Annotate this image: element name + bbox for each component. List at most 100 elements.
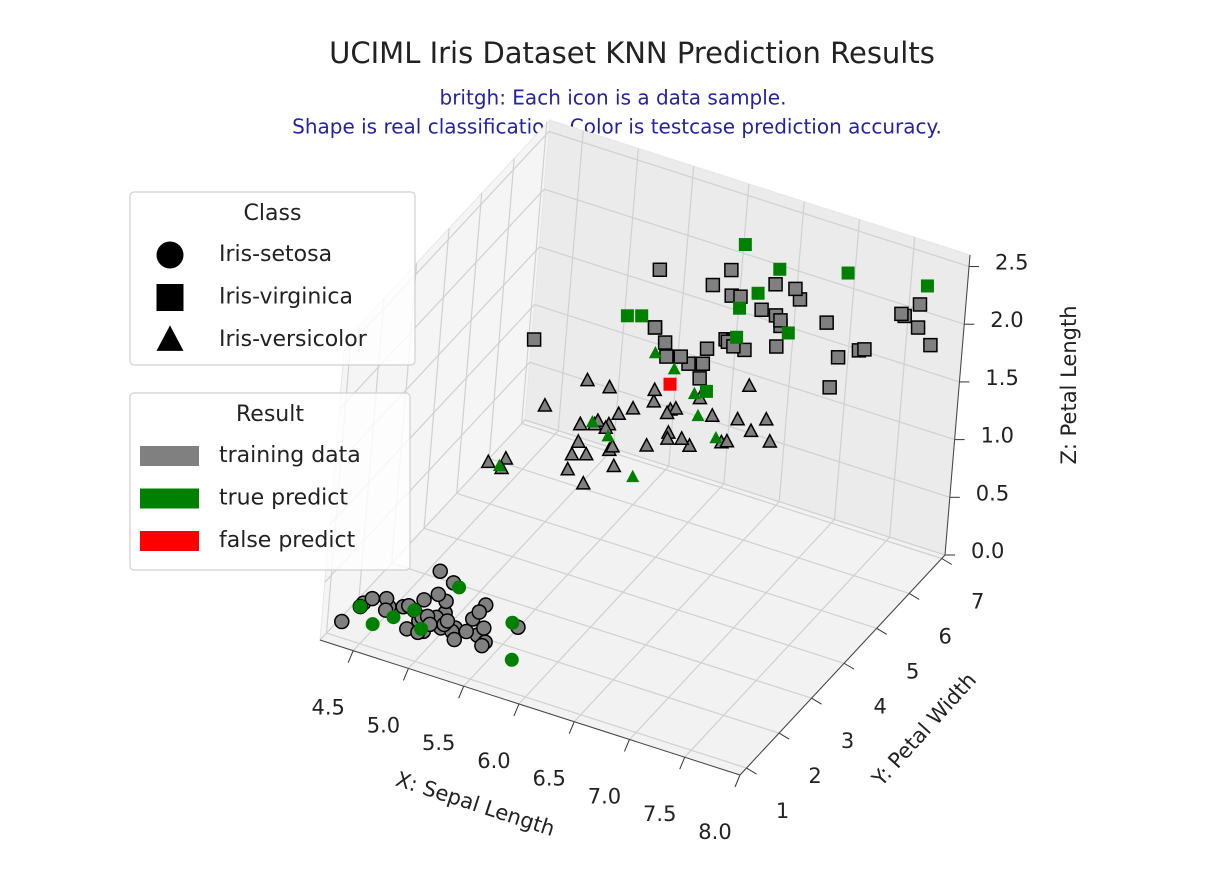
legend-box	[129, 191, 416, 366]
x-tick-label: 5.5	[422, 731, 455, 755]
point	[819, 315, 834, 330]
z-tick-label: 1.5	[985, 366, 1018, 390]
point	[626, 469, 640, 483]
x-tick-label: 7.0	[588, 784, 621, 808]
point	[663, 377, 677, 391]
point	[692, 371, 707, 386]
point	[365, 617, 380, 632]
point	[699, 341, 715, 356]
z-tick-label: 0.0	[971, 539, 1004, 563]
y-tick-label: 3	[841, 729, 854, 753]
y-tick	[908, 592, 920, 600]
point	[492, 458, 506, 471]
point	[432, 563, 448, 580]
legend-marker	[156, 325, 184, 351]
y-tick	[746, 767, 757, 775]
z-tick-label: 0.5	[976, 481, 1009, 505]
point	[601, 429, 615, 442]
point	[681, 437, 698, 452]
axis-line	[739, 554, 946, 776]
point	[667, 362, 681, 375]
point	[452, 580, 467, 595]
point	[504, 652, 519, 667]
y-tick-label: 5	[906, 659, 919, 683]
z-tick-label: 2.5	[995, 251, 1028, 275]
x-tick	[458, 685, 465, 699]
point	[788, 281, 803, 297]
point	[773, 262, 787, 276]
point	[659, 430, 676, 445]
y-tick-label: 6	[939, 624, 952, 648]
legend-label: true predict	[219, 486, 348, 511]
point	[416, 592, 432, 608]
z-tick-label: 2.0	[990, 308, 1023, 332]
y-tick	[941, 558, 953, 565]
chart-title: UCIML Iris Dataset KNN Prediction Result…	[329, 36, 935, 70]
point	[695, 356, 711, 371]
point	[768, 277, 783, 292]
point	[699, 384, 713, 398]
point	[910, 320, 926, 335]
point	[762, 433, 778, 448]
point	[353, 599, 368, 614]
point	[769, 339, 784, 354]
legend-swatch	[140, 531, 199, 551]
x-tick-label: 7.5	[643, 802, 676, 826]
point	[709, 431, 723, 444]
point	[635, 309, 649, 323]
point	[474, 637, 490, 654]
x-tick-label: 8.0	[698, 820, 731, 844]
x-tick	[513, 703, 520, 717]
point	[414, 621, 429, 636]
point	[822, 380, 837, 395]
point	[604, 437, 621, 453]
x-tick-label: 4.5	[311, 696, 344, 720]
point	[446, 631, 463, 648]
point	[773, 313, 788, 328]
point	[570, 433, 587, 448]
point	[597, 419, 614, 435]
point	[738, 238, 752, 252]
x-tick	[624, 739, 630, 752]
point	[646, 381, 663, 397]
point	[729, 410, 746, 426]
x-tick-label: 6.0	[477, 749, 510, 773]
plot-points	[334, 238, 938, 667]
point	[537, 397, 553, 412]
point	[730, 330, 744, 344]
legend-swatch	[140, 488, 199, 509]
point	[386, 610, 401, 625]
x-tick-label: 5.0	[367, 713, 400, 737]
point	[841, 266, 855, 280]
point	[606, 457, 622, 473]
point	[646, 392, 662, 408]
y-tick-label: 4	[873, 694, 886, 718]
legend-title: Class	[244, 201, 302, 226]
legend-label: training data	[219, 443, 361, 468]
legend-label: Iris-virginica	[219, 285, 353, 310]
legend-label: Iris-setosa	[219, 242, 332, 267]
point	[564, 445, 580, 461]
point	[705, 277, 721, 293]
point	[480, 453, 497, 469]
y-tick-label: 1	[776, 799, 789, 823]
y-tick-label: 2	[808, 764, 821, 788]
point	[691, 408, 705, 422]
point	[923, 337, 938, 353]
chart-subtitle: britgh: Each icon is a data sample.	[440, 86, 787, 110]
point	[601, 378, 618, 394]
point	[439, 613, 456, 629]
point	[638, 437, 655, 452]
point	[894, 306, 909, 322]
point	[652, 262, 668, 278]
z-axis-title: Z: Petal Length	[1057, 305, 1081, 464]
point	[751, 286, 765, 300]
axis-line	[944, 254, 971, 556]
point	[668, 400, 684, 415]
point	[743, 422, 759, 438]
legend-marker	[156, 284, 184, 311]
point	[647, 320, 663, 335]
point	[572, 415, 589, 431]
